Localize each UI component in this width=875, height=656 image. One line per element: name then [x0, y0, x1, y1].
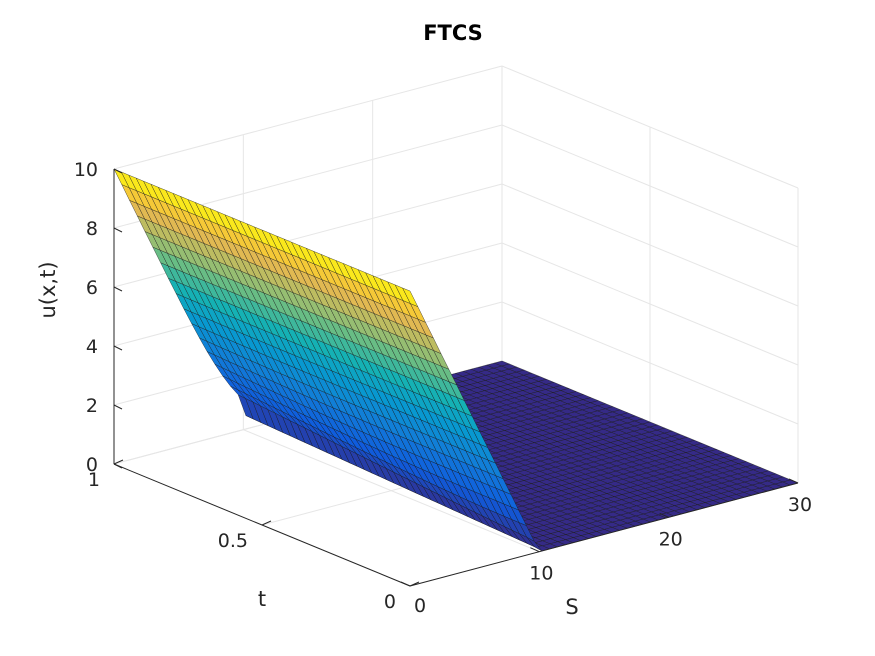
z-tick-mark — [113, 345, 123, 351]
x-axis-line — [409, 482, 799, 587]
y-tick-label: 1 — [88, 469, 100, 491]
surface-patch — [402, 287, 419, 308]
y-tick-label: 0.5 — [218, 530, 248, 552]
x-tick-mark — [788, 478, 799, 484]
z-tick-label: 4 — [86, 336, 98, 358]
z-tick-label: 0 — [86, 454, 98, 476]
z-tick-mark — [113, 227, 123, 233]
side-wall-grid-line-z — [501, 65, 799, 189]
chart-title: FTCS — [423, 21, 483, 45]
x-tick-label: 0 — [414, 595, 426, 617]
z-tick-label: 6 — [86, 277, 98, 299]
z-tick-mark — [113, 286, 123, 292]
z-tick-mark — [113, 168, 123, 174]
surface — [113, 168, 799, 552]
side-wall-grid-line-z — [501, 301, 799, 425]
y-axis-label: t — [258, 587, 266, 611]
z-axis-label: u(x,t) — [36, 261, 60, 318]
y-tick-mark — [113, 459, 124, 465]
z-tick-mark — [113, 463, 123, 469]
x-axis-label: S — [565, 595, 578, 619]
back-wall-grid-line-z — [113, 65, 503, 170]
x-tick-label: 30 — [788, 494, 812, 516]
z-tick-label: 8 — [86, 218, 98, 240]
z-tick-label: 2 — [86, 395, 98, 417]
z-tick-mark — [113, 404, 123, 410]
x-tick-mark — [400, 581, 411, 587]
side-wall-grid-line-z — [501, 183, 799, 307]
z-tick-label: 10 — [74, 159, 98, 181]
x-tick-mark — [530, 547, 540, 553]
side-wall-grid-line-z — [501, 124, 799, 248]
x-tick-label: 10 — [529, 563, 553, 585]
y-tick-mark — [409, 581, 420, 587]
x-tick-mark — [659, 512, 669, 518]
side-wall-grid-line-z — [501, 242, 799, 366]
y-tick-mark — [261, 520, 272, 526]
y-tick-label: 0 — [384, 591, 396, 613]
x-tick-label: 20 — [659, 528, 683, 550]
